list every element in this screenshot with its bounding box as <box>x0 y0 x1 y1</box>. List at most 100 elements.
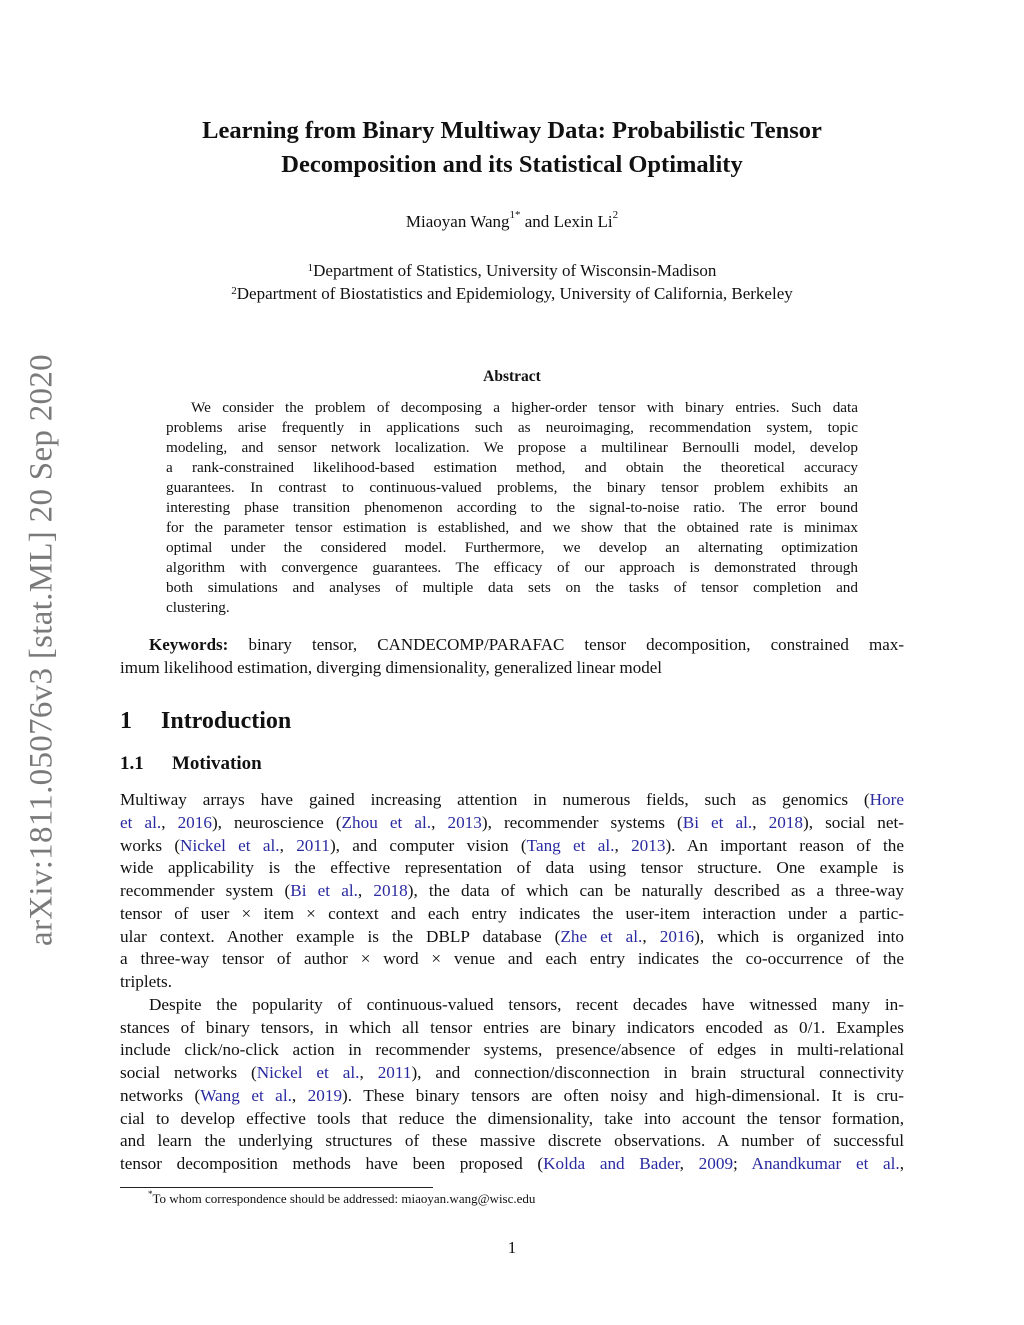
citation-link[interactable]: 2013 <box>447 812 482 832</box>
author-2-sup: 2 <box>612 209 619 221</box>
abstract-line: modeling, and sensor network localizatio… <box>166 439 858 456</box>
text-segment: tensor decomposition methods have been p… <box>120 1154 544 1173</box>
text-segment: , <box>642 926 660 946</box>
citation-link[interactable]: 2016 <box>177 812 212 832</box>
subsection-title: Motivation <box>172 753 262 774</box>
citation-link[interactable]: 2013 <box>631 835 666 855</box>
section-title: Introduction <box>161 708 292 734</box>
body-text: Multiway arrays have gained increasing a… <box>120 789 904 1176</box>
footnote-text: To whom correspondence should be address… <box>152 1191 536 1206</box>
keywords-label: Keywords: <box>149 635 229 654</box>
citation-link[interactable]: Bi et al. <box>682 812 753 832</box>
affiliation-2-sup: 2 <box>231 284 237 297</box>
citation-link[interactable]: Nickel et al. <box>180 835 280 855</box>
keywords-text-1: binary tensor, CANDECOMP/PARAFAC tensor … <box>228 635 904 654</box>
abstract-line: interesting phase transition phenomenon … <box>166 499 858 516</box>
text-segment: , <box>431 812 448 832</box>
subsection-number: 1.1 <box>120 753 144 774</box>
citation-link[interactable]: Wang et al. <box>200 1085 292 1105</box>
text-line: works (Nickel et al., 2011), and compute… <box>120 835 904 858</box>
text-segment: stances of binary tensors, in which all … <box>120 1017 904 1037</box>
text-segment: , <box>679 1154 699 1173</box>
text-segment: triplets. <box>120 972 173 991</box>
text-segment: ), and connection/disconnection in brain… <box>411 1063 905 1082</box>
abstract-heading: Abstract <box>483 368 541 385</box>
citation-link[interactable]: et al. <box>120 812 162 832</box>
abstract-body: We consider the problem of decomposing a… <box>166 398 858 618</box>
abstract-line: both simulations and analyses of multipl… <box>166 579 858 596</box>
citation-link[interactable]: 2009 <box>698 1154 734 1173</box>
text-segment: networks ( <box>120 1085 201 1105</box>
paper-title: Learning from Binary Multiway Data: Prob… <box>0 114 1024 182</box>
text-segment: Multiway arrays have gained increasing a… <box>120 790 870 809</box>
footnote-rule <box>120 1187 433 1188</box>
citation-link[interactable]: Anandkumar et al. <box>751 1154 900 1173</box>
text-segment: ), the data of which can be naturally de… <box>407 881 905 900</box>
paragraph: Multiway arrays have gained increasing a… <box>120 789 904 994</box>
section-heading: 1 Introduction <box>120 708 291 735</box>
citation-link[interactable]: Kolda and Bader <box>543 1154 680 1173</box>
text-line: include click/no-click action in recomme… <box>120 1039 904 1062</box>
text-segment: wide applicability is the effective repr… <box>120 858 904 878</box>
citation-link[interactable]: Zhe et al. <box>560 926 643 946</box>
abstract-line: for the parameter tensor estimation is e… <box>166 519 858 536</box>
citation-link[interactable]: Hore <box>869 790 904 809</box>
citation-link[interactable]: 2018 <box>768 812 803 832</box>
citation-link[interactable]: 2019 <box>307 1085 343 1105</box>
keywords: Keywords: binary tensor, CANDECOMP/PARAF… <box>120 633 904 679</box>
affiliation-1: 1Department of Statistics, University of… <box>0 260 1024 283</box>
section-number: 1 <box>120 708 132 734</box>
text-segment: include click/no-click action in recomme… <box>120 1040 904 1060</box>
text-line: tensor decomposition methods have been p… <box>120 1153 904 1176</box>
text-line: social networks (Nickel et al., 2011), a… <box>120 1062 904 1085</box>
text-line: stances of binary tensors, in which all … <box>120 1017 904 1040</box>
citation-link[interactable]: Zhou et al. <box>341 812 432 832</box>
citation-link[interactable]: 2011 <box>377 1063 412 1082</box>
citation-link[interactable]: Tang et al. <box>526 835 615 855</box>
abstract-line: We consider the problem of decomposing a… <box>191 399 858 416</box>
affiliation-1-text: Department of Statistics, University of … <box>313 261 717 280</box>
text-segment: , <box>899 1154 905 1173</box>
text-segment: social networks ( <box>120 1063 257 1082</box>
text-segment: works ( <box>120 835 181 855</box>
authors: Miaoyan Wang1* and Lexin Li2 <box>0 209 1024 232</box>
text-segment: Despite the popularity of continuous-val… <box>149 994 904 1014</box>
text-segment: , <box>279 835 297 855</box>
affiliation-1-sup: 1 <box>307 262 314 274</box>
paragraph: Despite the popularity of continuous-val… <box>120 994 904 1176</box>
author-2: Lexin Li <box>553 212 613 231</box>
keywords-line-2: imum likelihood estimation, diverging di… <box>120 658 662 677</box>
text-line: networks (Wang et al., 2019). These bina… <box>120 1085 904 1108</box>
text-segment: , <box>291 1085 308 1105</box>
text-line: cial to develop effective tools that red… <box>120 1108 904 1131</box>
footnote-mark: * <box>148 1189 153 1199</box>
affiliation-2: 2Department of Biostatistics and Epidemi… <box>0 283 1024 306</box>
text-segment: ), social net- <box>802 812 904 832</box>
page-number: 1 <box>507 1238 517 1257</box>
footnote: *To whom correspondence should be addres… <box>148 1189 536 1207</box>
text-segment: ). These binary tensors are often noisy … <box>342 1085 905 1105</box>
citation-link[interactable]: 2018 <box>373 881 408 900</box>
text-segment: , <box>161 812 178 832</box>
citation-link[interactable]: 2011 <box>296 835 330 855</box>
abstract-line: problems arise frequently in application… <box>166 419 858 436</box>
text-line: wide applicability is the effective repr… <box>120 857 904 880</box>
arxiv-identifier-sidebar: arXiv:1811.05076v3 [stat.ML] 20 Sep 2020 <box>23 354 60 946</box>
author-1-sup: 1* <box>509 209 521 221</box>
text-segment: , <box>614 835 632 855</box>
citation-link[interactable]: Nickel et al. <box>256 1063 360 1082</box>
text-segment: recommender system ( <box>120 881 291 900</box>
affiliation-2-text: Department of Biostatistics and Epidemio… <box>236 283 793 303</box>
title-line-2: Decomposition and its Statistical Optima… <box>281 151 743 178</box>
text-segment: cial to develop effective tools that red… <box>120 1108 904 1128</box>
text-segment: ), recommender systems ( <box>481 812 683 832</box>
text-segment: and learn the underlying structures of t… <box>120 1131 904 1151</box>
text-line: recommender system (Bi et al., 2018), th… <box>120 880 904 903</box>
keywords-line-1: Keywords: binary tensor, CANDECOMP/PARAF… <box>120 633 904 656</box>
abstract-line: a rank-constrained likelihood-based esti… <box>166 459 858 476</box>
text-line: Multiway arrays have gained increasing a… <box>120 789 904 812</box>
text-segment: , <box>357 881 374 900</box>
text-segment: ; <box>733 1154 752 1173</box>
citation-link[interactable]: 2016 <box>659 926 695 946</box>
citation-link[interactable]: Bi et al. <box>290 881 358 900</box>
